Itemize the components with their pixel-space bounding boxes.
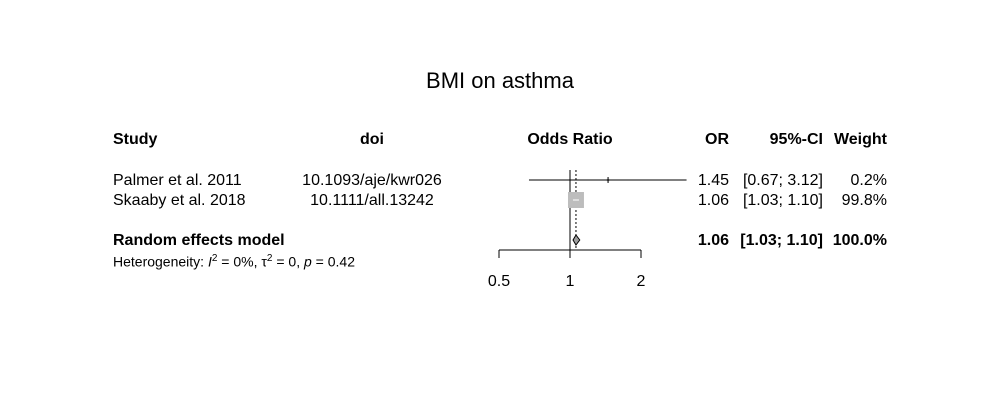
heterogeneity-prefix: Heterogeneity: xyxy=(113,253,208,270)
heterogeneity-text: Heterogeneity: I2 = 0%, τ2 = 0, p = 0.42 xyxy=(113,253,355,270)
pooled-or: 1.06 xyxy=(697,232,729,249)
study-or: 1.06 xyxy=(697,192,729,209)
x-tick-label: 2 xyxy=(637,273,646,290)
p-value: = 0.42 xyxy=(311,253,355,270)
study-or: 1.45 xyxy=(697,172,729,189)
study-ci: [0.67; 3.12] xyxy=(742,172,823,189)
header-doi: doi xyxy=(360,131,384,148)
pooled-diamond xyxy=(572,234,581,246)
x-tick-label: 0.5 xyxy=(488,273,510,290)
header-weight: Weight xyxy=(833,131,887,148)
i2-symbol: I xyxy=(207,253,212,270)
header-odds-ratio: Odds Ratio xyxy=(527,131,613,148)
study-label: Palmer et al. 2011 xyxy=(113,172,242,189)
header-study: Study xyxy=(113,131,158,148)
i2-value: = 0%, xyxy=(217,253,262,270)
pooled-label: Random effects model xyxy=(113,232,285,249)
x-tick-label: 1 xyxy=(566,273,575,290)
study-weight: 99.8% xyxy=(841,192,887,209)
pooled-ci: [1.03; 1.10] xyxy=(740,232,823,249)
study-label: Skaaby et al. 2018 xyxy=(113,192,246,209)
header-ci: 95%-CI xyxy=(769,131,823,148)
study-doi: 10.1111/all.13242 xyxy=(310,192,434,209)
tau-value: = 0, xyxy=(272,253,304,270)
chart-title: BMI on asthma xyxy=(426,68,574,93)
header-or: OR xyxy=(705,131,729,148)
tau-symbol: τ xyxy=(261,253,267,270)
study-doi: 10.1093/aje/kwr026 xyxy=(302,172,442,189)
study-ci: [1.03; 1.10] xyxy=(742,192,823,209)
p-symbol: p xyxy=(304,253,312,270)
study-weight: 0.2% xyxy=(850,172,887,189)
pooled-weight: 100.0% xyxy=(832,232,887,249)
